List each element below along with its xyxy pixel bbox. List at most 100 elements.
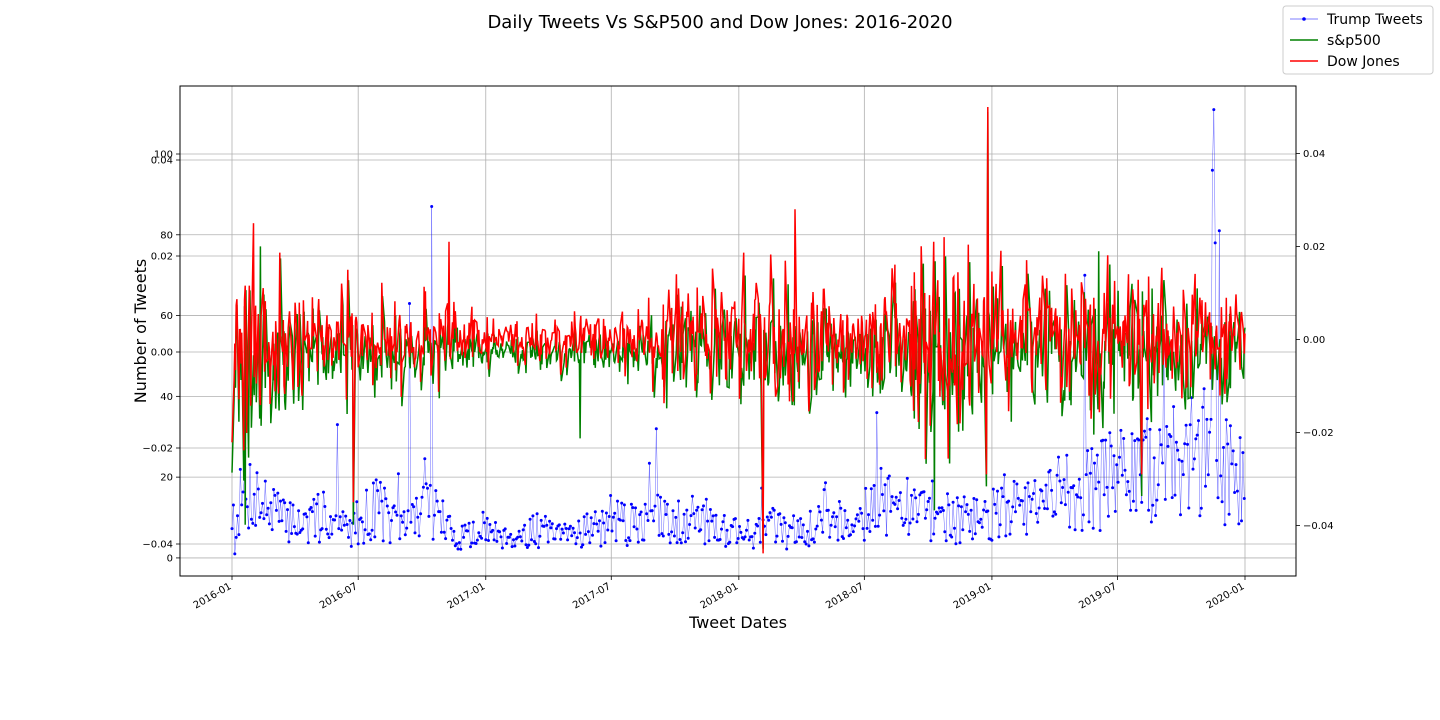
tweet-point — [277, 519, 281, 523]
tweet-point — [968, 529, 972, 533]
tweet-point — [267, 522, 271, 526]
tweet-point — [1062, 478, 1066, 482]
tweet-point — [1242, 497, 1246, 500]
tweet-point — [875, 411, 879, 415]
tweet-point — [1161, 461, 1164, 465]
tweet-point — [604, 511, 608, 515]
tweet-point — [944, 539, 948, 543]
tweet-point — [991, 487, 995, 491]
tweet-point — [1101, 438, 1105, 442]
tweet-point — [959, 505, 963, 509]
tweet-point — [363, 528, 367, 532]
tweet-point — [345, 523, 349, 526]
tweet-point — [1230, 462, 1234, 466]
tweet-point — [563, 522, 567, 526]
tweet-point — [439, 530, 443, 534]
tweet-point — [507, 535, 511, 539]
tweet-point — [333, 518, 337, 522]
tweet-point — [1198, 514, 1202, 518]
tweet-point — [735, 541, 739, 545]
tweet-point — [470, 541, 474, 545]
tweet-point — [1148, 427, 1152, 431]
tweet-point — [370, 528, 374, 532]
tweet-point — [1177, 458, 1181, 462]
tweet-point — [276, 491, 280, 495]
tweet-point — [347, 535, 350, 539]
tweet-point — [573, 531, 576, 535]
tweet-point — [721, 520, 725, 524]
tweet-point — [341, 510, 345, 514]
tweet-point — [887, 474, 891, 478]
tweet-point — [581, 543, 585, 547]
tweet-point — [545, 523, 549, 527]
tweet-point — [645, 512, 649, 516]
tweet-point — [1181, 473, 1185, 477]
tweet-point — [957, 504, 961, 508]
tweet-point — [980, 525, 984, 529]
tweet-point — [986, 509, 990, 513]
tweet-point — [542, 524, 546, 528]
tweet-point — [1095, 453, 1099, 457]
tweet-point — [964, 510, 968, 514]
tweet-point — [1237, 522, 1241, 526]
tweet-point — [742, 537, 746, 541]
tweet-point — [259, 511, 263, 515]
tweet-point — [237, 533, 241, 537]
tweet-point — [367, 532, 371, 536]
y-tick-label-right: 0.04 — [1303, 149, 1325, 160]
tweet-point — [238, 467, 242, 471]
tweet-point — [1124, 493, 1128, 497]
tweet-point — [993, 502, 997, 506]
tweet-point — [958, 541, 962, 545]
tweet-point — [861, 527, 865, 531]
tweet-point — [1090, 447, 1094, 451]
tweet-point — [652, 519, 656, 523]
tweet-point — [681, 531, 685, 535]
tweet-point — [409, 520, 413, 524]
legend-label-tweets: Trump Tweets — [1326, 12, 1423, 28]
tweet-point — [1172, 405, 1176, 409]
tweet-point — [438, 510, 442, 514]
tweet-point — [702, 504, 705, 508]
tweet-point — [871, 518, 875, 522]
tweet-point — [799, 517, 803, 521]
tweet-point — [671, 509, 675, 513]
tweet-point — [946, 492, 949, 496]
tweet-point — [713, 535, 717, 539]
tweet-point — [274, 508, 278, 512]
tweet-point — [792, 514, 796, 518]
tweet-point — [1072, 484, 1076, 488]
tweet-point — [329, 515, 332, 519]
tweet-point — [388, 541, 392, 545]
tweet-point — [532, 540, 536, 543]
tweet-point — [896, 507, 900, 511]
tweet-point — [337, 527, 341, 531]
tweet-point — [1030, 497, 1034, 501]
tweet-point — [955, 496, 959, 500]
tweet-point — [832, 511, 836, 515]
tweet-point — [1143, 429, 1146, 433]
tweet-point — [310, 510, 314, 514]
tweet-point — [962, 495, 966, 499]
tweet-point — [272, 488, 276, 491]
y-tick-label-tweets: 40 — [160, 392, 173, 403]
tweet-point — [819, 518, 823, 522]
tweet-point — [491, 528, 495, 532]
tweet-point — [1122, 437, 1126, 440]
tweet-point — [1081, 513, 1085, 517]
tweet-point — [708, 508, 712, 511]
tweet-point — [1105, 485, 1109, 489]
tweet-point — [711, 514, 715, 518]
tweet-point — [1052, 510, 1056, 514]
tweet-point — [751, 546, 755, 550]
tweet-point — [1066, 490, 1070, 494]
tweet-point — [444, 537, 448, 541]
legend-marker-tweets — [1302, 17, 1306, 21]
tweet-point — [316, 492, 320, 496]
tweet-point — [714, 513, 718, 517]
tweet-point — [1116, 480, 1120, 484]
tweet-point — [1057, 455, 1060, 459]
y-tick-label-tweets: 60 — [160, 311, 173, 322]
tweet-point — [1220, 500, 1224, 504]
tweet-point — [858, 507, 862, 510]
